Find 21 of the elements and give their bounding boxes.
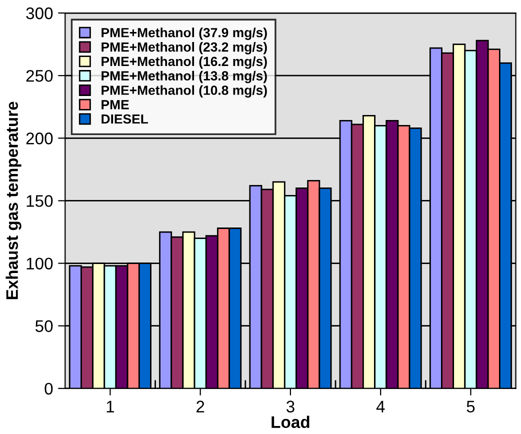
x-axis-title: Load [272,416,310,428]
x-tick-label: 3 [286,400,294,412]
legend-label: PME+Methanol (10.8 mg/s) [102,85,267,98]
x-tick-label: 1 [106,400,114,412]
y-tick-label: 300 [26,7,53,20]
legend-label: PME+Methanol (23.2 mg/s) [102,42,267,54]
x-tick-label: 5 [466,400,475,412]
y-tick-label: 50 [35,320,53,332]
legend-label: PME+Methanol (37.9 mg/s) [102,28,267,40]
y-tick-label: 0 [44,382,53,395]
x-tick-label: 4 [376,400,385,412]
legend-label: PME+Methanol (13.8 mg/s) [102,70,267,84]
y-tick-label: 200 [26,132,53,144]
y-axis-title: Exhaust gas temperature [6,102,22,300]
y-tick-label: 100 [26,258,53,270]
legend-label: PME [102,100,129,110]
y-tick-label: 150 [26,195,53,207]
y-tick-label: 250 [26,70,53,82]
legend-label: DIESEL [102,114,148,124]
x-tick-label: 2 [196,400,204,412]
legend-label: PME+Methanol (16.2 mg/s) [102,56,267,69]
